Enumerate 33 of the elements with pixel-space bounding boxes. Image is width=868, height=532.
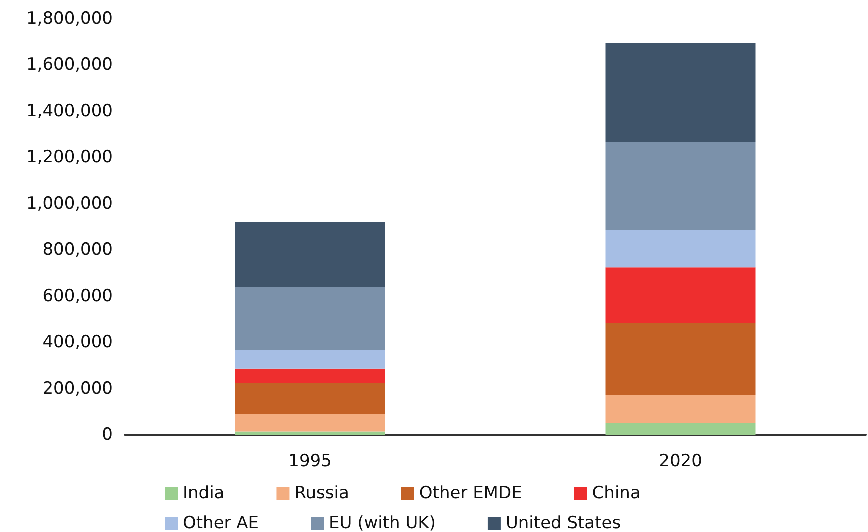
- legend-label: Russia: [294, 484, 350, 504]
- bar: [606, 268, 756, 324]
- bar: [606, 395, 756, 424]
- y-tick-label: 1,200,000: [26, 148, 113, 168]
- legend-label: India: [183, 484, 225, 504]
- y-tick-label: 600,000: [42, 286, 113, 306]
- x-tick-label: 1995: [288, 452, 332, 472]
- y-tick-label: 1,000,000: [26, 194, 113, 214]
- bar: [235, 383, 386, 414]
- bar: [606, 43, 756, 142]
- bar: [606, 142, 756, 230]
- bar: [606, 423, 756, 435]
- legend-label: China: [592, 484, 641, 504]
- bar: [235, 287, 386, 350]
- bar: [235, 222, 386, 288]
- bar: [235, 432, 386, 435]
- y-tick-label: 200,000: [42, 378, 113, 399]
- bar: [606, 323, 756, 396]
- y-tick-label: 1,600,000: [26, 55, 113, 76]
- bar: [606, 230, 756, 268]
- y-tick-label: 0: [102, 425, 113, 445]
- y-tick-label: 800,000: [42, 240, 113, 260]
- y-tick-label: 400,000: [42, 332, 113, 353]
- bar: [235, 350, 386, 369]
- x-tick-label: 2020: [659, 452, 702, 472]
- legend-label: Other AE: [183, 514, 260, 532]
- bar: [235, 414, 386, 432]
- legend-label: EU (with UK): [329, 514, 436, 532]
- y-tick-label: 1,400,000: [26, 101, 113, 122]
- legend-label: Other EMDE: [419, 484, 522, 504]
- bar: [235, 368, 386, 383]
- legend-label: United States: [506, 514, 622, 532]
- y-tick-label: 1,800,000: [26, 9, 113, 29]
